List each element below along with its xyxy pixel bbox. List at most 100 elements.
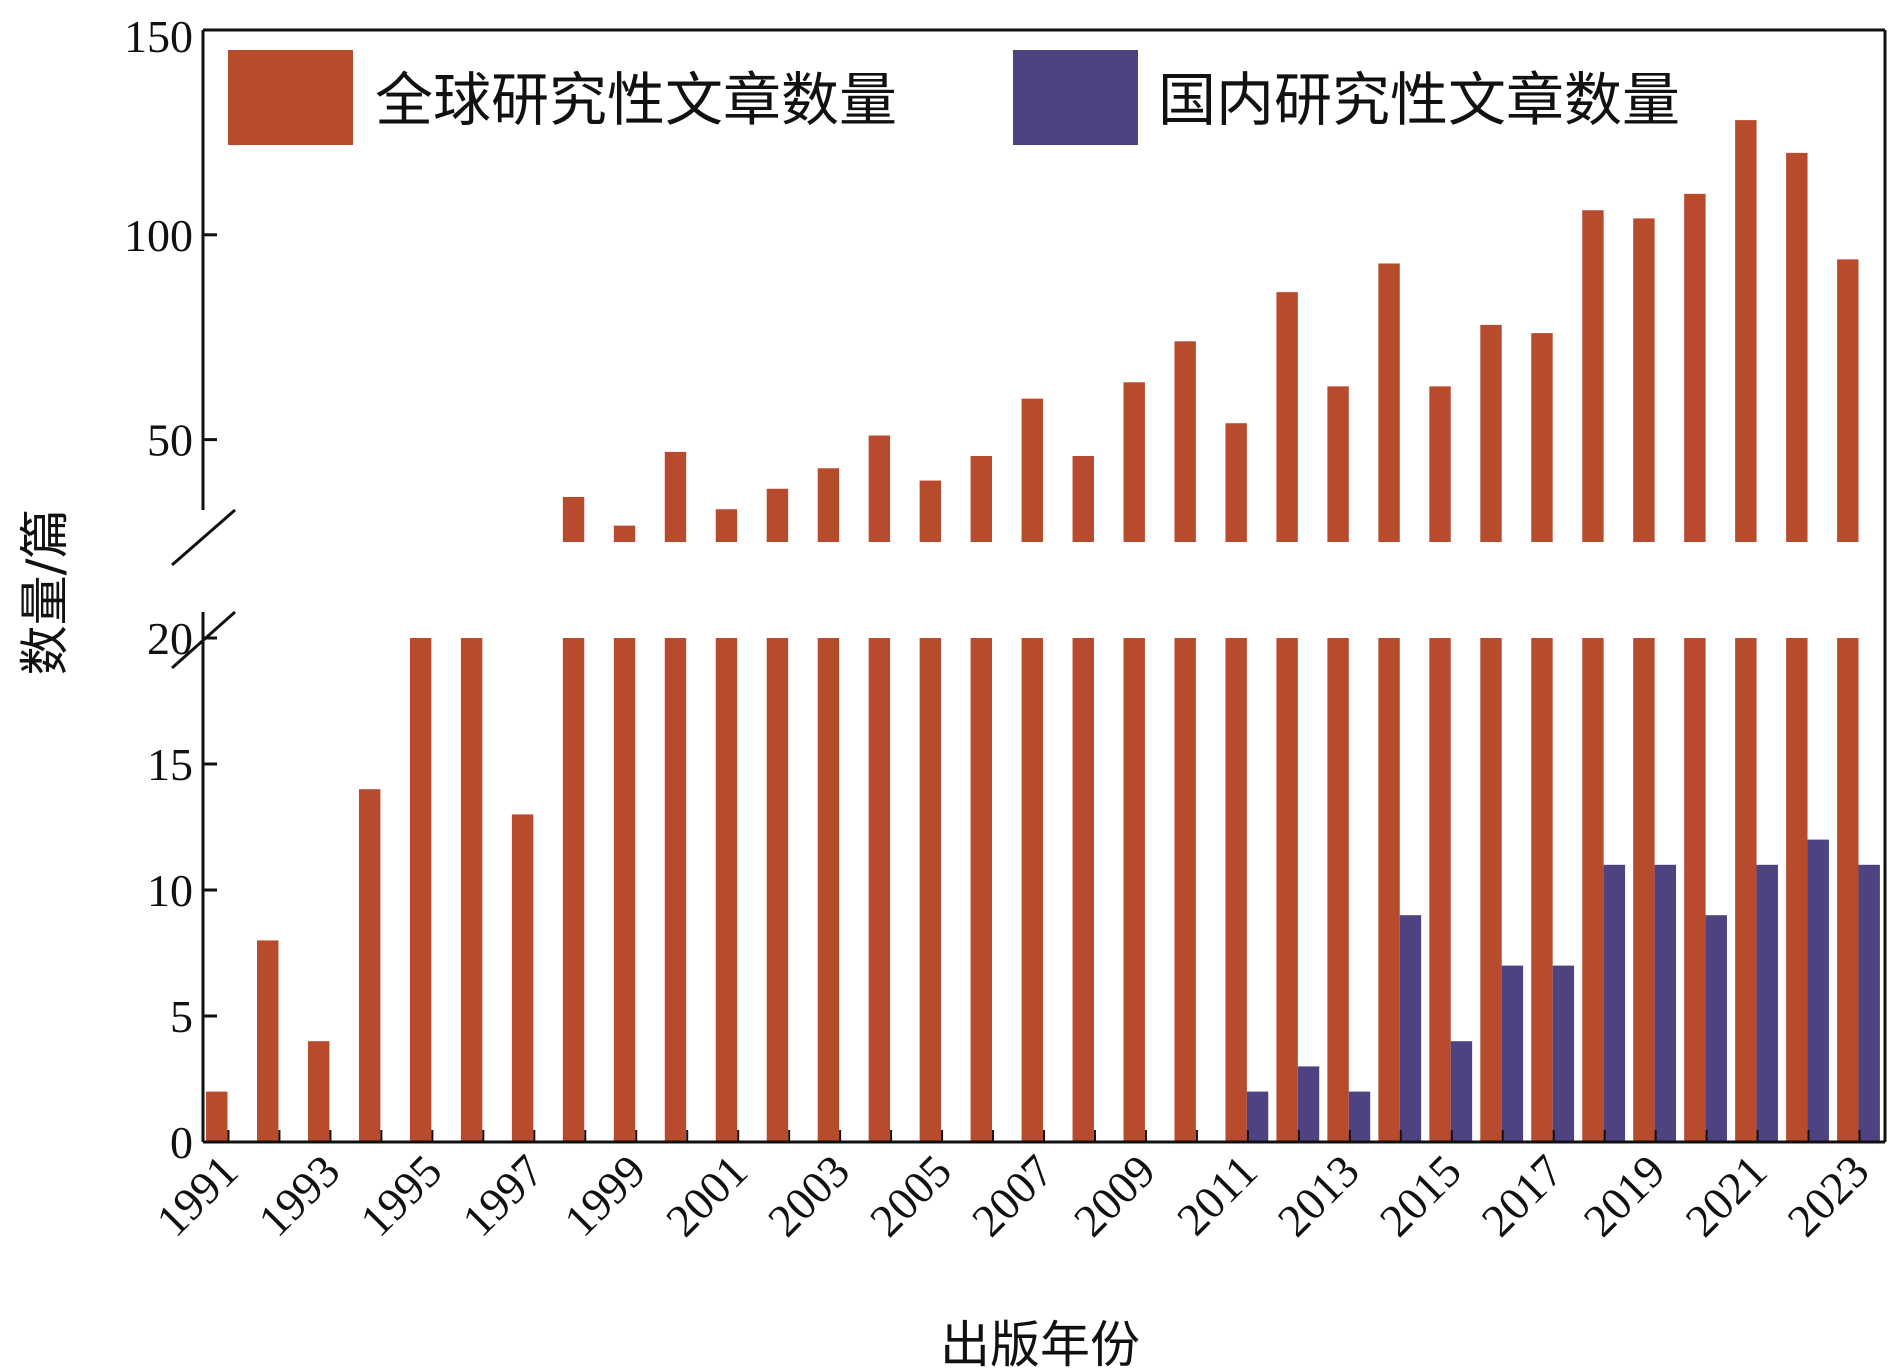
bar-global-2014-lower bbox=[1378, 638, 1400, 1142]
bar-domestic-2018 bbox=[1603, 864, 1626, 1142]
bar-global-2010-upper bbox=[1174, 341, 1196, 542]
x-tick-label-2011: 2011 bbox=[1167, 1145, 1267, 1245]
bar-global-2011-lower bbox=[1225, 638, 1247, 1142]
bar-global-2001-upper bbox=[715, 509, 738, 542]
bar-global-2005-lower bbox=[919, 638, 942, 1142]
bar-global-2021-upper bbox=[1735, 120, 1757, 542]
legend-swatch-domestic bbox=[1013, 50, 1138, 145]
domestic-series-bars bbox=[1246, 839, 1880, 1142]
bar-global-1992 bbox=[257, 940, 279, 1142]
bar-domestic-2020 bbox=[1705, 915, 1727, 1142]
bar-domestic-2022 bbox=[1807, 839, 1829, 1142]
bar-global-2017-upper bbox=[1531, 333, 1553, 542]
y-tick-label-10: 10 bbox=[147, 865, 193, 916]
y-axis-title: 数量/篇 bbox=[16, 509, 74, 676]
bar-global-1999-lower bbox=[613, 638, 636, 1142]
bar-domestic-2012 bbox=[1297, 1066, 1320, 1142]
bar-global-2005-upper bbox=[919, 480, 942, 542]
bar-global-2008-upper bbox=[1072, 455, 1094, 542]
bar-global-2022-upper bbox=[1786, 152, 1808, 542]
x-tick-label-2019: 2019 bbox=[1574, 1145, 1675, 1246]
global-series-bars bbox=[206, 120, 1859, 1142]
bar-domestic-2017 bbox=[1552, 965, 1575, 1142]
x-tick-label-1991: 1991 bbox=[146, 1145, 247, 1246]
bar-global-2012-lower bbox=[1276, 638, 1298, 1142]
bar-global-1994 bbox=[358, 789, 381, 1142]
axis-break-mark-lower bbox=[171, 610, 236, 670]
y-tick-label-15: 15 bbox=[147, 739, 193, 790]
x-tick-label-2007: 2007 bbox=[962, 1145, 1063, 1246]
bar-domestic-2015 bbox=[1450, 1041, 1473, 1142]
bar-global-2014-upper bbox=[1378, 263, 1400, 542]
bar-domestic-2011 bbox=[1246, 1091, 1269, 1142]
bar-global-2013-lower bbox=[1327, 638, 1349, 1142]
x-tick-label-1997: 1997 bbox=[452, 1145, 553, 1246]
y-tick-label-20: 20 bbox=[147, 613, 193, 664]
bar-global-2002-lower bbox=[766, 638, 789, 1142]
bar-global-1991 bbox=[206, 1091, 228, 1142]
bar-global-2021-lower bbox=[1735, 638, 1757, 1142]
legend-label-domestic: 国内研究性文章数量 bbox=[1158, 66, 1680, 134]
bar-global-1999-upper bbox=[613, 525, 636, 542]
x-tick-label-2013: 2013 bbox=[1268, 1145, 1369, 1246]
bar-global-2003-lower bbox=[817, 638, 840, 1142]
bar-global-2019-lower bbox=[1633, 638, 1655, 1142]
bar-domestic-2019 bbox=[1654, 864, 1677, 1142]
x-tick-label-1999: 1999 bbox=[554, 1145, 655, 1246]
bar-global-2015-upper bbox=[1429, 386, 1451, 542]
bar-global-2020-upper bbox=[1684, 193, 1706, 542]
x-tick-label-2017: 2017 bbox=[1472, 1145, 1573, 1246]
bar-global-2004-upper bbox=[868, 435, 891, 542]
y-tick-label-150: 150 bbox=[124, 11, 193, 62]
bar-global-2010-lower bbox=[1174, 638, 1196, 1142]
bar-domestic-2014 bbox=[1399, 915, 1422, 1142]
bar-global-2023-upper bbox=[1837, 259, 1859, 542]
bar-domestic-2013 bbox=[1348, 1091, 1371, 1142]
bar-global-2022-lower bbox=[1786, 638, 1808, 1142]
y-tick-label-0: 0 bbox=[170, 1117, 193, 1168]
bar-global-2007-lower bbox=[1021, 638, 1043, 1142]
bar-domestic-2023 bbox=[1858, 864, 1880, 1142]
x-tick-label-2023: 2023 bbox=[1777, 1145, 1878, 1246]
bar-global-2009-upper bbox=[1123, 382, 1145, 542]
y-tick-label-50: 50 bbox=[147, 415, 193, 466]
bar-global-2009-lower bbox=[1123, 638, 1145, 1142]
x-tick-label-1993: 1993 bbox=[248, 1145, 349, 1246]
bar-global-2023-lower bbox=[1837, 638, 1859, 1142]
bar-global-1995-lower bbox=[409, 638, 432, 1142]
bar-global-2011-upper bbox=[1225, 423, 1247, 542]
bar-global-2013-upper bbox=[1327, 386, 1349, 542]
bar-global-1998-upper bbox=[562, 496, 585, 542]
bar-global-2003-upper bbox=[817, 468, 840, 542]
x-tick-label-2015: 2015 bbox=[1370, 1145, 1471, 1246]
bar-global-2008-lower bbox=[1072, 638, 1094, 1142]
bar-global-2019-upper bbox=[1633, 218, 1655, 542]
bar-global-2018-upper bbox=[1582, 210, 1604, 542]
x-tick-label-1995: 1995 bbox=[350, 1145, 451, 1246]
y-tick-label-5: 5 bbox=[170, 991, 193, 1042]
bar-global-2015-lower bbox=[1429, 638, 1451, 1142]
bar-global-2004-lower bbox=[868, 638, 891, 1142]
axis-break-mark-upper bbox=[171, 508, 236, 567]
bar-global-2012-upper bbox=[1276, 292, 1298, 542]
legend: 全球研究性文章数量 国内研究性文章数量 bbox=[228, 50, 1680, 145]
bar-global-1996 bbox=[460, 638, 483, 1142]
bar-global-1998-lower bbox=[562, 638, 585, 1142]
bar-global-2006-upper bbox=[970, 455, 993, 542]
legend-swatch-global bbox=[228, 50, 353, 145]
bar-global-2007-upper bbox=[1021, 398, 1043, 542]
bar-global-2001-lower bbox=[715, 638, 738, 1142]
y-tick-label-100: 100 bbox=[124, 210, 193, 261]
bar-global-2002-upper bbox=[766, 488, 789, 542]
bar-global-1993 bbox=[307, 1041, 330, 1142]
bar-global-2020-lower bbox=[1684, 638, 1706, 1142]
legend-label-global: 全球研究性文章数量 bbox=[375, 66, 897, 134]
bar-global-2006-lower bbox=[970, 638, 993, 1142]
bar-global-2016-upper bbox=[1480, 324, 1502, 542]
x-tick-label-2005: 2005 bbox=[860, 1145, 961, 1246]
bar-global-2018-lower bbox=[1582, 638, 1604, 1142]
x-axis-title: 出版年份 bbox=[940, 1316, 1140, 1372]
bar-global-1997 bbox=[511, 814, 534, 1142]
bar-global-2017-lower bbox=[1531, 638, 1553, 1142]
